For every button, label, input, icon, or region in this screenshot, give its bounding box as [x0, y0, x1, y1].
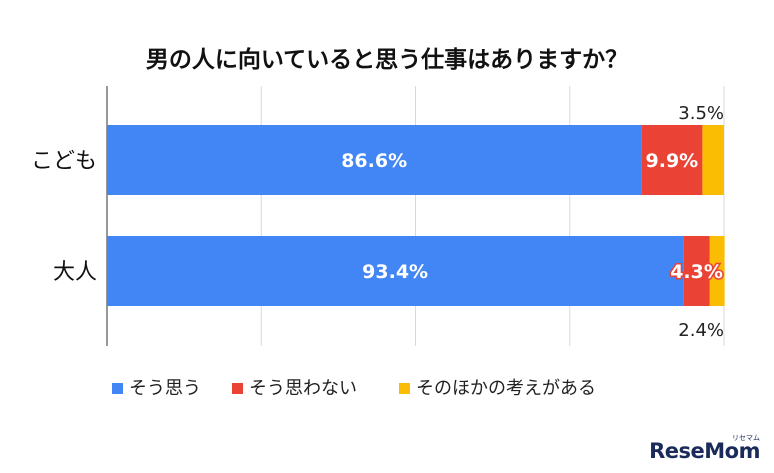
data-label: 93.4%: [362, 261, 428, 283]
watermark-brand: ReseMom: [649, 439, 760, 463]
resemom-logo: ReseMom リセマム: [649, 434, 760, 463]
data-labels: 86.6% 9.9% 3.5% 93.4% 4.3% 2.4%: [341, 103, 724, 341]
legend-label: そのほかの考えがある: [416, 378, 596, 399]
legend-swatch: [399, 383, 410, 394]
bar-segment: [107, 236, 684, 306]
data-label: 86.6%: [341, 150, 407, 172]
legend-swatch: [112, 383, 123, 394]
category-label: こども: [31, 149, 97, 174]
bars: [107, 125, 725, 306]
data-label: 9.9%: [646, 150, 699, 172]
legend: そう思う そう思わない そのほかの考えがある: [112, 378, 596, 399]
bar-segment: [683, 236, 710, 306]
legend-label: そう思わない: [249, 378, 357, 399]
legend-swatch: [232, 383, 243, 394]
category-label: 大人: [53, 260, 97, 285]
bar-segment: [107, 125, 642, 195]
data-label: 3.5%: [678, 103, 724, 124]
bar-segment: [641, 125, 703, 195]
bar-segment: [702, 125, 724, 195]
bar-segment: [709, 236, 725, 306]
data-label: 2.4%: [678, 320, 724, 341]
chart-title: 男の人に向いていると思う仕事はありますか？: [145, 47, 629, 73]
data-label: 4.3%: [670, 261, 723, 283]
legend-label: そう思う: [129, 378, 201, 399]
watermark-sub: リセマム: [732, 434, 760, 442]
